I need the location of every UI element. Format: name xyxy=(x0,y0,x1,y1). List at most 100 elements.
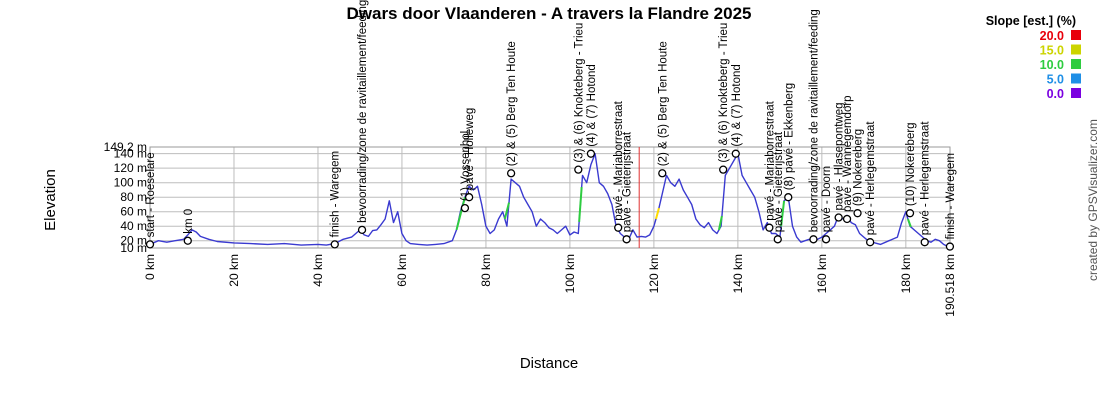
waypoint-label: (2) & (5) Berg Ten Houte xyxy=(657,41,669,166)
slope-legend: Slope [est.] (%) 20.015.010.05.00.0 xyxy=(986,14,1081,101)
legend-value: 20.0 xyxy=(1040,29,1064,43)
waypoint-label: km 0 xyxy=(183,209,195,234)
chart-title: Dwars door Vlaanderen - A travers la Fla… xyxy=(346,4,751,23)
legend-value: 10.0 xyxy=(1040,58,1064,72)
legend-swatch xyxy=(1071,30,1081,40)
waypoint-label: pavé - Herlegemstraat xyxy=(865,121,877,236)
legend-swatch xyxy=(1071,88,1081,98)
y-tick-label: 120 m xyxy=(114,161,147,175)
y-tick-label: 140 m xyxy=(114,147,147,161)
x-tick-label: 180 km xyxy=(899,254,913,293)
waypoint-label: bevoorrading/zone de ravitaillement/feed… xyxy=(357,0,369,223)
legend-value: 5.0 xyxy=(1047,73,1064,87)
waypoint-marker xyxy=(614,223,623,232)
waypoint-label: start - Roeselare xyxy=(145,152,157,237)
waypoint-marker xyxy=(920,238,929,247)
x-tick-label: 80 km xyxy=(479,254,493,287)
waypoint-marker xyxy=(719,165,728,174)
x-tick-label: 120 km xyxy=(647,254,661,293)
waypoint-marker xyxy=(330,240,339,249)
waypoint-label: pavé - Gieterijstraat xyxy=(622,131,634,232)
waypoint-marker xyxy=(765,223,774,232)
y-tick-label: 20 m xyxy=(120,234,147,248)
steep-segment xyxy=(906,218,912,228)
waypoint-label: pavé - Holleweg xyxy=(464,108,476,190)
waypoint-marker xyxy=(586,149,596,158)
waypoint-marker xyxy=(731,149,740,158)
legend-value: 0.0 xyxy=(1047,87,1064,101)
chart-grid xyxy=(149,146,951,249)
waypoint-marker xyxy=(865,238,875,247)
waypoint-label: bevoorrading/zone de ravitaillement/feed… xyxy=(808,9,820,232)
x-tick-label: 100 km xyxy=(563,254,577,293)
waypoint-marker xyxy=(853,209,862,218)
waypoint-marker xyxy=(357,225,367,235)
legend-title: Slope [est.] (%) xyxy=(986,14,1076,28)
x-tick-label: 160 km xyxy=(815,254,829,293)
waypoint-label: (1) Vossenhol xyxy=(460,131,472,201)
steep-segment xyxy=(717,215,723,231)
waypoint-marker xyxy=(834,213,843,222)
y-tick-label: 80 m xyxy=(120,190,147,204)
y-tick-label: 40 m xyxy=(120,219,147,233)
waypoint-marker xyxy=(464,193,474,202)
waypoint-marker xyxy=(145,240,155,249)
legend-value: 15.0 xyxy=(1040,44,1064,58)
x-tick-label: 190.518 km xyxy=(943,254,957,317)
waypoint-marker xyxy=(622,235,631,244)
y-tick-label: 149.2 m xyxy=(104,140,147,154)
waypoint-label: pavé - Mariaborrestraat xyxy=(764,100,776,220)
waypoint-label: pavé - Herlegemstraat xyxy=(920,121,932,236)
legend-swatch xyxy=(1071,44,1081,55)
elevation-profile xyxy=(149,147,951,249)
waypoint-label: finish - Waregem xyxy=(330,151,342,238)
legend-swatch xyxy=(1071,73,1081,84)
steep-segment xyxy=(780,200,786,227)
waypoints: start - Roeselare km 0 finish - Waregem bev… xyxy=(145,0,957,251)
waypoint-marker xyxy=(574,165,583,174)
elevation-line xyxy=(149,153,951,249)
waypoint-label: finish - Waregem xyxy=(945,153,957,240)
steep-segment xyxy=(655,207,660,220)
waypoint-label: (10) Nokereberg xyxy=(905,122,917,206)
waypoint-label: (3) & (6) Knokteberg - Trieu xyxy=(718,23,730,163)
steep-segment xyxy=(455,196,466,231)
waypoint-label: (3) & (6) Knokteberg - Trieu xyxy=(573,23,585,163)
waypoint-marker xyxy=(809,235,818,244)
y-axis-title: Elevation xyxy=(42,169,59,231)
waypoint-marker xyxy=(506,169,516,178)
x-tick-label: 20 km xyxy=(227,254,241,287)
y-tick-label: 10 m xyxy=(120,241,147,255)
x-axis-ticks: 0 km 20 km 40 km 60 km 80 km 100 km 120 km 140 … xyxy=(143,254,957,317)
waypoint-marker xyxy=(842,214,852,224)
waypoint-label: pavé - Wannegemdorp xyxy=(842,95,854,212)
y-tick-label: 60 m xyxy=(120,205,147,219)
plot-frame xyxy=(149,146,951,249)
legend-swatch xyxy=(1071,59,1081,69)
x-tick-label: 40 km xyxy=(311,254,325,287)
waypoint-marker xyxy=(945,242,955,251)
waypoint-marker xyxy=(773,235,782,244)
x-tick-label: 0 km xyxy=(143,254,157,280)
waypoint-label: (4) & (7) Hotond xyxy=(731,64,743,146)
waypoint-marker xyxy=(658,169,667,178)
waypoint-label: pavé - Hlasepontweg xyxy=(834,102,846,210)
x-tick-label: 60 km xyxy=(395,254,409,287)
waypoint-marker xyxy=(460,203,470,213)
waypoint-marker xyxy=(905,209,915,218)
credit-text: created by GPSVisualizer.com xyxy=(1086,119,1100,281)
steep-segment xyxy=(578,186,583,222)
waypoint-label: (2) & (5) Berg Ten Houte xyxy=(506,41,518,166)
steep-segment xyxy=(503,202,510,220)
x-axis-title: Distance xyxy=(520,355,578,372)
y-tick-label: 100 m xyxy=(114,176,147,190)
waypoint-label: pavé - Mariaborrestraat xyxy=(613,100,625,220)
waypoint-label: (9) Nokereberg xyxy=(853,129,865,206)
waypoint-label: (8) pavé - Ekkenberg xyxy=(783,83,795,190)
waypoint-marker xyxy=(821,235,831,244)
waypoint-marker xyxy=(784,193,793,202)
waypoint-label: pavé - Doorn xyxy=(821,166,833,232)
waypoint-label: (4) & (7) Hotond xyxy=(586,64,598,146)
